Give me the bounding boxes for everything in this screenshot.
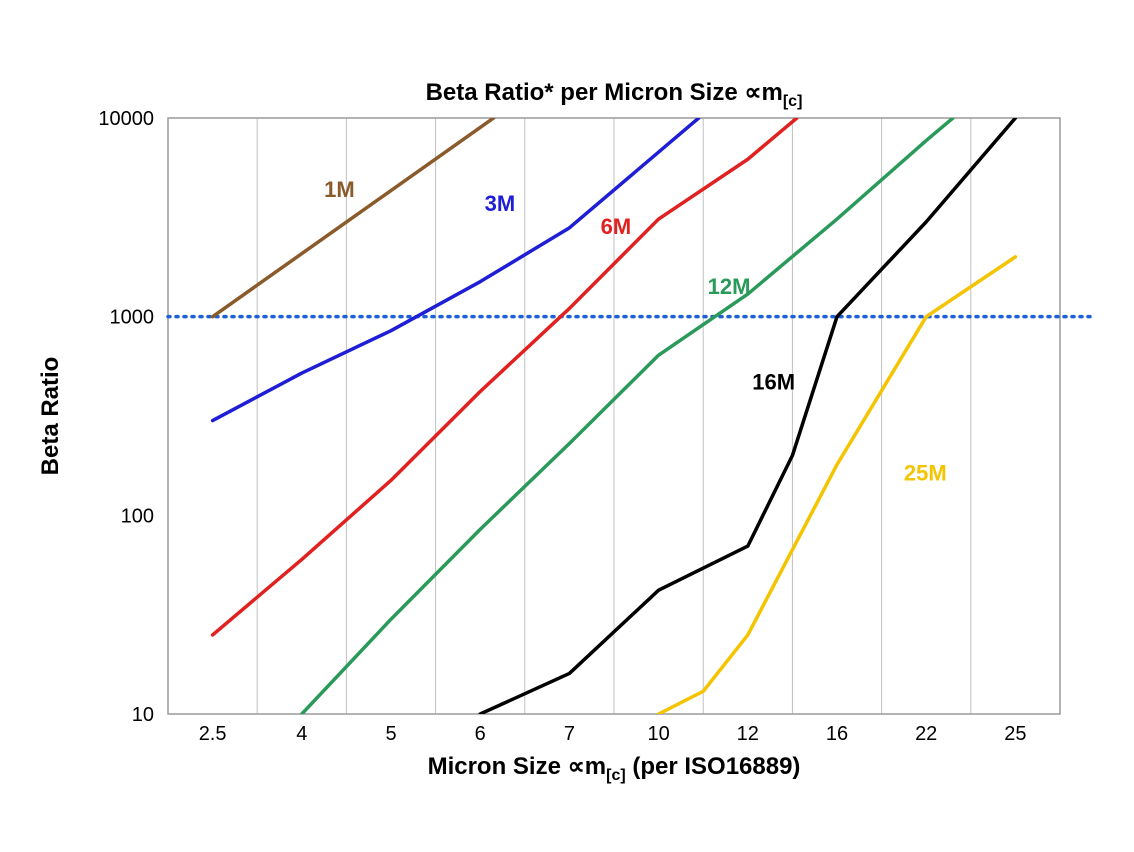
x-tick-label: 10 bbox=[647, 723, 669, 745]
chart-svg: 10 100 1000 10000 2.5 4 5 6 7 10 12 16 22 25 1M 3M 6M 12M… bbox=[0, 0, 1134, 852]
series-label-3M: 3M bbox=[485, 191, 516, 216]
y-tick-label: 10000 bbox=[98, 108, 154, 130]
x-tick-label: 4 bbox=[296, 723, 307, 745]
y-tick-label: 1000 bbox=[110, 307, 155, 329]
y-tick-label: 100 bbox=[121, 505, 154, 527]
y-axis-label: Beta Ratio bbox=[37, 357, 64, 476]
series-label-6M: 6M bbox=[601, 214, 632, 239]
x-tick-label: 5 bbox=[385, 723, 396, 745]
x-tick-label: 12 bbox=[737, 723, 759, 745]
chart-title: Beta Ratio* per Micron Size ∝m[c] bbox=[426, 79, 803, 110]
y-tick-label: 10 bbox=[132, 704, 154, 726]
x-tick-label: 25 bbox=[1004, 723, 1026, 745]
x-tick-label: 2.5 bbox=[199, 723, 227, 745]
series-label-12M: 12M bbox=[708, 274, 751, 299]
x-tick-label: 6 bbox=[475, 723, 486, 745]
chart-container: 10 100 1000 10000 2.5 4 5 6 7 10 12 16 22 25 1M 3M 6M 12M… bbox=[0, 0, 1134, 852]
x-tick-label: 7 bbox=[564, 723, 575, 745]
x-tick-label: 22 bbox=[915, 723, 937, 745]
series-label-1M: 1M bbox=[324, 177, 355, 202]
series-label-25M: 25M bbox=[904, 460, 947, 485]
series-label-16M: 16M bbox=[752, 369, 795, 394]
x-tick-label: 16 bbox=[826, 723, 848, 745]
